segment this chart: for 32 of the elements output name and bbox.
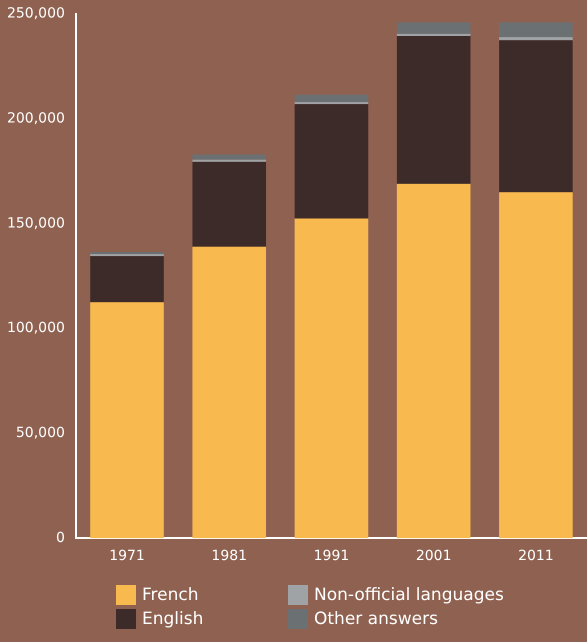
bar	[499, 22, 573, 38]
bar	[499, 192, 573, 538]
legend-label: Non-official languages	[314, 585, 504, 605]
bar	[294, 104, 368, 218]
y-tick-label: 150,000	[6, 215, 65, 232]
x-tick-label: 1971	[109, 548, 145, 564]
legend-label: English	[142, 609, 204, 629]
bar	[396, 22, 470, 34]
legend-label: Other answers	[314, 609, 438, 629]
x-tick-label: 1991	[314, 548, 350, 564]
y-tick-label: 0	[56, 530, 65, 546]
x-tick-label: 2011	[518, 548, 554, 564]
x-tick-label: 1981	[211, 548, 248, 564]
legend-label: French	[142, 585, 199, 605]
y-tick-label: 50,000	[16, 425, 65, 441]
bar	[396, 184, 470, 538]
bar	[499, 37, 573, 40]
bar	[396, 36, 470, 184]
bar	[396, 34, 470, 36]
bar	[90, 302, 164, 538]
x-tick-label: 2001	[416, 548, 452, 564]
bar	[294, 94, 368, 102]
bar	[192, 154, 266, 160]
bar	[499, 40, 573, 192]
y-tick-label: 250,000	[6, 6, 65, 22]
y-tick-label: 200,000	[6, 110, 65, 126]
bar	[294, 218, 368, 538]
bar	[90, 256, 164, 302]
bar	[90, 252, 164, 254]
bar	[192, 246, 266, 538]
y-tick-label: 100,000	[6, 320, 65, 336]
bar	[192, 162, 266, 247]
